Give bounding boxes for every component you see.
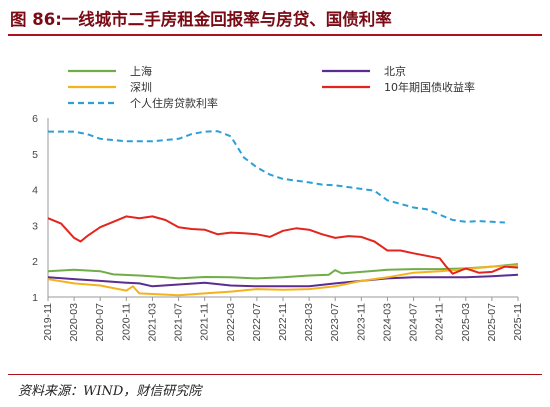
x-tick-label: 2025-07: [486, 303, 498, 342]
x-tick-label: 2020-11: [120, 303, 132, 341]
source-note: 资料来源：WIND，财信研究院: [18, 384, 202, 399]
x-tick-label: 2021-07: [173, 303, 185, 342]
x-tick-label: 2019-11: [42, 303, 54, 341]
plot-area: [47, 130, 519, 297]
title-divider: [8, 34, 542, 36]
y-tick-label: 5: [32, 149, 38, 161]
figure-title: 图 86:一线城市二手房租金回报率与房贷、国债利率: [10, 10, 392, 29]
series-line-2: [47, 264, 519, 297]
series-line-4: [48, 130, 505, 224]
y-tick-label: 4: [32, 185, 38, 197]
y-tick-label: 6: [32, 113, 38, 125]
series-line-0: [47, 263, 519, 280]
y-tick-label: 2: [32, 256, 38, 268]
x-tick-label: 2021-11: [199, 303, 211, 341]
x-tick-label: 2022-11: [277, 303, 289, 341]
x-tick-label: 2024-07: [408, 303, 420, 342]
x-tick-label: 2023-07: [329, 303, 341, 342]
footer-divider: [8, 374, 542, 375]
x-tick-label: 2020-03: [68, 303, 80, 342]
x-tick-label: 2025-03: [460, 303, 472, 342]
x-tick-label: 2022-03: [225, 303, 237, 342]
y-tick-label: 1: [32, 292, 38, 304]
series-line-1: [47, 273, 519, 288]
x-tick-label: 2020-07: [94, 303, 106, 342]
legend-label-2: 深圳: [130, 81, 152, 94]
x-tick-label: 2021-03: [146, 303, 158, 342]
y-tick-label: 3: [32, 220, 38, 232]
x-tick-label: 2023-11: [355, 303, 367, 341]
legend-label-0: 上海: [130, 64, 152, 78]
legend-label-1: 北京: [384, 64, 406, 78]
x-tick-label: 2023-03: [303, 303, 315, 342]
legend-label-3: 10年期国债收益率: [384, 80, 475, 94]
y-axis: 1 2 3 4 5 6: [32, 113, 49, 304]
legend-label-4: 个人住房贷款利率: [130, 96, 218, 110]
x-axis: 2019-11 2020-03 2020-07 2020-11 2021-03 2021-…: [42, 296, 524, 342]
series-line-3: [47, 215, 519, 275]
x-tick-label: 2025-11: [512, 303, 524, 341]
x-tick-label: 2024-03: [381, 303, 393, 342]
x-tick-label: 2024-11: [434, 303, 446, 341]
x-tick-label: 2022-07: [251, 303, 263, 342]
